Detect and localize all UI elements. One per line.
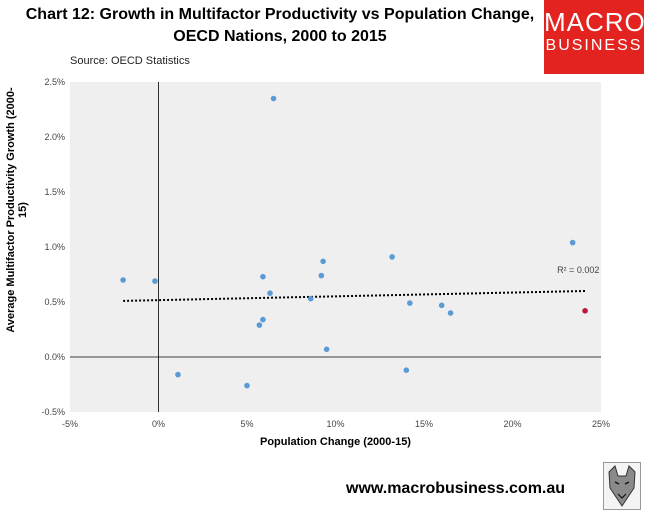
data-point — [389, 254, 395, 260]
data-point — [407, 300, 413, 306]
chart-title: Chart 12: Growth in Multifactor Producti… — [0, 4, 560, 48]
wolf-logo-icon — [603, 462, 641, 510]
y-axis-label: Average Multifactor Productivity Growth … — [5, 87, 29, 333]
data-point — [447, 310, 454, 316]
data-point — [307, 295, 314, 302]
x-tick-label: 20% — [503, 419, 521, 429]
x-tick-label: 15% — [415, 419, 433, 429]
x-tick-label: 25% — [592, 419, 610, 429]
x-tick-label: -5% — [62, 419, 78, 429]
x-axis-label: Population Change (2000-15) — [260, 436, 411, 448]
x-tick-label: 5% — [240, 419, 253, 429]
data-point — [569, 239, 576, 246]
data-point — [323, 346, 330, 353]
plot-area — [70, 82, 601, 412]
y-tick-label: -0.5% — [41, 407, 65, 417]
logo-line1: MACRO — [544, 7, 646, 37]
logo-line2: BUSINESS — [545, 37, 643, 54]
y-tick-label: 2.0% — [44, 132, 65, 142]
data-point — [270, 95, 277, 102]
data-point — [175, 371, 181, 378]
data-point — [320, 258, 326, 265]
data-point — [120, 277, 126, 283]
chart-title-line2: OECD Nations, 2000 to 2015 — [173, 28, 387, 45]
data-point — [438, 302, 445, 309]
chart-title-line1: Chart 12: Growth in Multifactor Producti… — [25, 6, 535, 23]
y-tick-label: 0.0% — [44, 352, 65, 362]
data-point — [260, 273, 266, 280]
y-tick-label: 1.5% — [44, 187, 65, 197]
trendline-r2-label: R² = 0.002 — [557, 265, 599, 275]
x-tick-label: 0% — [152, 419, 165, 429]
website-url[interactable]: www.macrobusiness.com.au — [346, 480, 566, 497]
x-tick-label: 10% — [326, 419, 344, 429]
highlight-data-point — [582, 308, 588, 314]
data-point — [403, 367, 410, 374]
trendline — [123, 290, 586, 302]
chart-source: Source: OECD Statistics — [70, 55, 190, 67]
data-point — [244, 382, 250, 389]
data-point — [267, 290, 273, 297]
data-point — [260, 316, 266, 323]
y-tick-label: 1.0% — [44, 242, 65, 252]
y-tick-label: 2.5% — [44, 77, 65, 87]
data-point — [256, 322, 263, 328]
macrobusiness-logo: MACRO BUSINESS — [544, 0, 646, 74]
y-tick-label: 0.5% — [44, 297, 65, 307]
data-point — [152, 278, 158, 284]
data-point — [318, 272, 325, 279]
